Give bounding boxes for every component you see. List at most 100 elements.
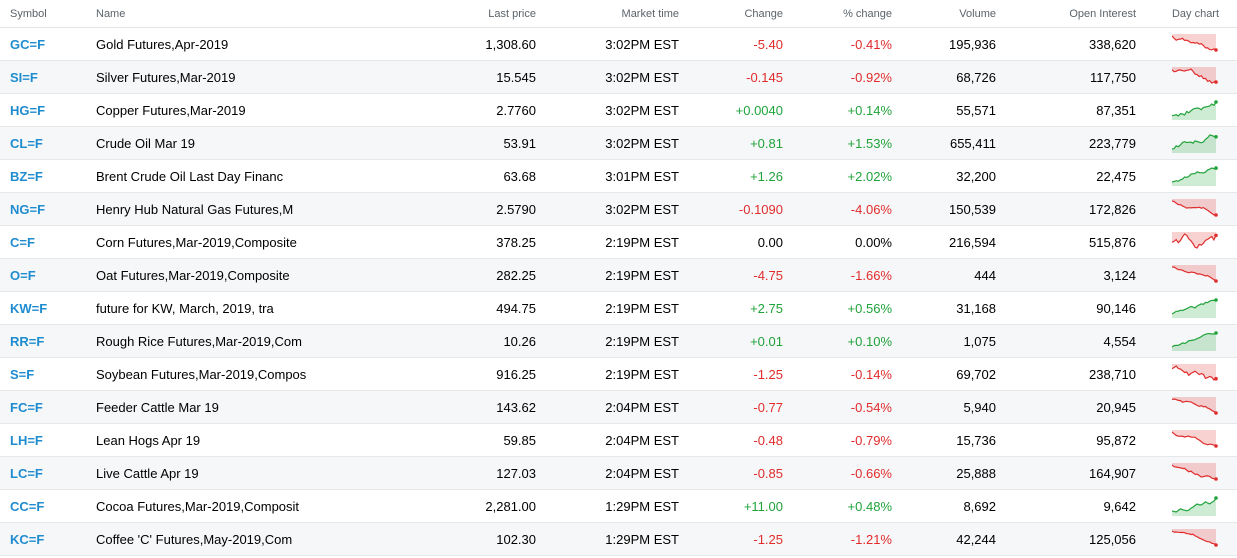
percent-change: +1.53%: [847, 135, 892, 151]
col-market-time[interactable]: Market time: [536, 0, 679, 28]
col-day-chart: Day chart: [1136, 0, 1237, 28]
open-interest-cell: 9,642: [996, 489, 1136, 523]
sparkline-end-dot: [1213, 411, 1218, 415]
market-time-cell: 3:02PM EST: [536, 192, 679, 226]
symbol-link[interactable]: BZ=F: [10, 168, 43, 184]
table-row[interactable]: NG=F Henry Hub Natural Gas Futures,M 2.579…: [0, 192, 1237, 226]
market-time: 1:29PM EST: [605, 531, 679, 547]
instrument-name-cell: Copper Futures,Mar-2019: [88, 93, 396, 127]
last-price: 59.85: [503, 432, 536, 448]
price-change: +0.81: [750, 135, 783, 151]
table-row[interactable]: BZ=F Brent Crude Oil Last Day Financ 63.68…: [0, 159, 1237, 193]
col-volume[interactable]: Volume: [892, 0, 996, 28]
symbol-link-cell: S=F: [0, 357, 88, 391]
last-price-cell: 2.5790: [396, 192, 536, 226]
percent-change: +0.10%: [847, 333, 892, 349]
symbol-link[interactable]: S=F: [10, 366, 35, 382]
symbol-link-cell: FC=F: [0, 390, 88, 424]
symbol-link[interactable]: CL=F: [10, 135, 43, 151]
day-chart-cell: [1136, 60, 1237, 94]
symbol-link[interactable]: CC=F: [10, 498, 45, 514]
table-row[interactable]: S=F Soybean Futures,Mar-2019,Compos 916.25…: [0, 357, 1237, 391]
price-change-cell: -4.75: [679, 258, 783, 292]
volume: 444: [974, 267, 996, 283]
last-price-cell: 143.62: [396, 390, 536, 424]
symbol-link[interactable]: FC=F: [10, 399, 43, 415]
day-chart-cell: [1136, 27, 1237, 61]
symbol-link[interactable]: HG=F: [10, 102, 46, 118]
sparkline-line: [1171, 365, 1216, 381]
col-open-interest[interactable]: Open Interest: [996, 0, 1136, 28]
sparkline-area: [1171, 333, 1216, 351]
table-row[interactable]: GC=F Gold Futures,Apr-2019 1,308.60 3:02PM …: [0, 27, 1237, 61]
table-row[interactable]: SI=F Silver Futures,Mar-2019 15.545 3:02PM …: [0, 60, 1237, 94]
last-price: 63.68: [503, 168, 536, 184]
table-row[interactable]: LC=F Live Cattle Apr 19 127.03 2:04PM EST -0…: [0, 456, 1237, 490]
volume: 150,539: [949, 201, 996, 217]
symbol-link[interactable]: KW=F: [10, 300, 48, 316]
percent-change-cell: +0.56%: [783, 291, 892, 325]
table-row[interactable]: LH=F Lean Hogs Apr 19 59.85 2:04PM EST -0.48…: [0, 423, 1237, 457]
symbol-link[interactable]: RR=F: [10, 333, 45, 349]
instrument-name-cell: Coffee 'C' Futures,May-2019,Com: [88, 522, 396, 556]
open-interest: 9,642: [1103, 498, 1136, 514]
table-row[interactable]: CC=F Cocoa Futures,Mar-2019,Composit 2,281…: [0, 489, 1237, 523]
day-chart-cell: [1136, 390, 1237, 424]
table-row[interactable]: KC=F Coffee 'C' Futures,May-2019,Com 102.3…: [0, 522, 1237, 556]
price-change-cell: +0.81: [679, 126, 783, 160]
symbol-link[interactable]: GC=F: [10, 36, 46, 52]
sparkline-area: [1171, 364, 1216, 380]
last-price: 378.25: [496, 234, 536, 250]
symbol-link-cell: KW=F: [0, 291, 88, 325]
sparkline-line: [1171, 497, 1216, 513]
price-change-cell: -5.40: [679, 27, 783, 61]
open-interest-cell: 223,779: [996, 126, 1136, 160]
sparkline-end-dot: [1213, 279, 1218, 283]
last-price: 127.03: [496, 465, 536, 481]
day-sparkline-chart: [1171, 430, 1218, 448]
symbol-link[interactable]: C=F: [10, 234, 35, 250]
col-symbol[interactable]: Symbol: [0, 0, 88, 28]
price-change-cell: -1.25: [679, 522, 783, 556]
market-time: 3:01PM EST: [605, 168, 679, 184]
volume-cell: 32,200: [892, 159, 996, 193]
col-last-price[interactable]: Last price: [396, 0, 536, 28]
symbol-link[interactable]: LC=F: [10, 465, 43, 481]
sparkline-end-dot: [1213, 80, 1218, 84]
sparkline-end-dot: [1213, 48, 1218, 52]
table-row[interactable]: RR=F Rough Rice Futures,Mar-2019,Com 10.26…: [0, 324, 1237, 358]
table-row[interactable]: C=F Corn Futures,Mar-2019,Composite 378.25…: [0, 225, 1237, 259]
volume-cell: 55,571: [892, 93, 996, 127]
symbol-link[interactable]: LH=F: [10, 432, 43, 448]
symbol-link-cell: GC=F: [0, 27, 88, 61]
sparkline-area: [1171, 102, 1216, 120]
table-row[interactable]: O=F Oat Futures,Mar-2019,Composite 282.25 2…: [0, 258, 1237, 292]
sparkline-area: [1171, 529, 1216, 545]
percent-change-cell: -0.79%: [783, 423, 892, 457]
last-price: 916.25: [496, 366, 536, 382]
instrument-name: Lean Hogs Apr 19: [96, 432, 201, 448]
instrument-name: Crude Oil Mar 19: [96, 135, 195, 151]
day-sparkline-chart: [1171, 265, 1218, 283]
sparkline-area: [1171, 265, 1216, 281]
day-chart-cell: [1136, 456, 1237, 490]
sparkline-end-dot: [1213, 233, 1218, 238]
day-sparkline-chart: [1171, 199, 1218, 217]
col-name[interactable]: Name: [88, 0, 396, 28]
sparkline-line: [1171, 266, 1216, 282]
instrument-name-cell: Oat Futures,Mar-2019,Composite: [88, 258, 396, 292]
col-pct-change[interactable]: % change: [783, 0, 892, 28]
day-chart-cell: [1136, 93, 1237, 127]
symbol-link[interactable]: SI=F: [10, 69, 38, 85]
table-row[interactable]: HG=F Copper Futures,Mar-2019 2.7760 3:02PM …: [0, 93, 1237, 127]
percent-change-cell: -0.14%: [783, 357, 892, 391]
symbol-link[interactable]: O=F: [10, 267, 36, 283]
instrument-name: Silver Futures,Mar-2019: [96, 69, 236, 85]
table-row[interactable]: KW=F future for KW, March, 2019, tra 494.7…: [0, 291, 1237, 325]
col-change[interactable]: Change: [679, 0, 783, 28]
symbol-link[interactable]: NG=F: [10, 201, 46, 217]
symbol-link[interactable]: KC=F: [10, 531, 45, 547]
table-row[interactable]: CL=F Crude Oil Mar 19 53.91 3:02PM EST +0.81…: [0, 126, 1237, 160]
percent-change: -0.79%: [850, 432, 892, 448]
table-row[interactable]: FC=F Feeder Cattle Mar 19 143.62 2:04PM EST…: [0, 390, 1237, 424]
